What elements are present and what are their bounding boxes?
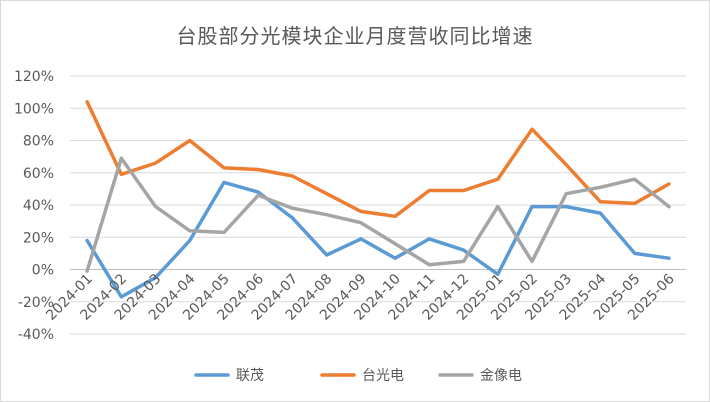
series-line-金像电 [85,156,671,273]
series-line-台光电 [85,100,671,219]
y-tick-label: 80% [23,134,54,150]
y-tick-label: 20% [23,230,54,246]
y-tick-label: 120% [14,69,54,85]
y-tick-label: -40% [18,327,54,343]
y-tick-label: 60% [23,166,54,182]
y-tick-label: 40% [23,198,54,214]
legend-label: 金像电 [480,368,522,384]
legend-label: 台光电 [362,368,404,384]
y-tick-label: 0% [32,263,54,279]
legend-label: 联茂 [236,367,264,384]
y-tick-label: 100% [14,101,54,117]
y-tick-label: -20% [18,295,54,311]
chart-title: 台股部分光模块企业月度营收同比增速 [176,24,534,48]
series-line-联茂 [85,180,671,299]
